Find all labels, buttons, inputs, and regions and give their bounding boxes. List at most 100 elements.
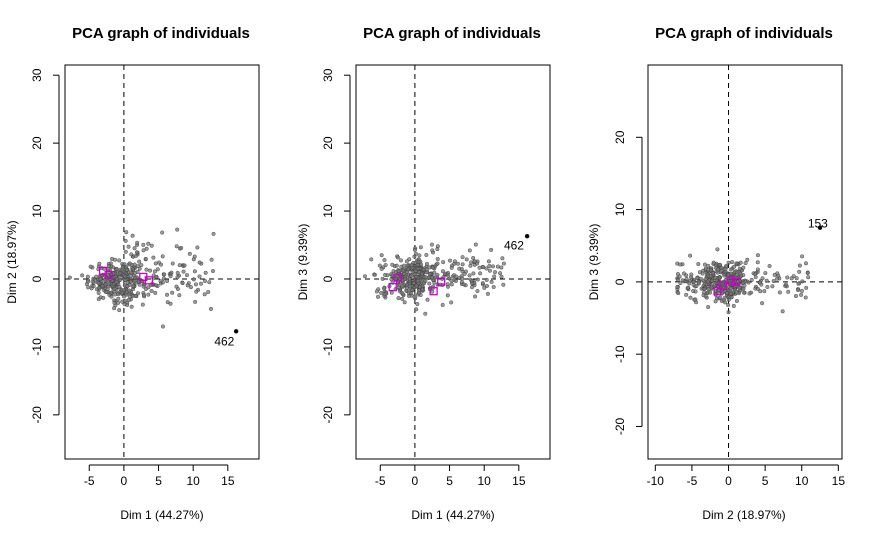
data-point [412, 254, 417, 259]
data-point [135, 240, 140, 245]
data-point [133, 253, 138, 259]
data-point [681, 271, 686, 276]
y-tick-label: 10 [613, 203, 627, 217]
data-point [459, 279, 464, 284]
data-point [375, 294, 381, 299]
data-point [153, 290, 158, 295]
data-point [799, 288, 805, 293]
data-point [747, 291, 752, 296]
data-point [463, 269, 468, 274]
labeled-point [233, 329, 239, 334]
data-point [193, 282, 199, 287]
x-tick-label: 5 [762, 474, 769, 488]
data-point [127, 261, 132, 266]
scatter-marks: 153 [648, 65, 842, 459]
data-point [725, 291, 730, 296]
data-point [160, 254, 165, 259]
data-point [698, 276, 703, 281]
data-point [796, 288, 801, 293]
data-point [151, 255, 156, 260]
data-point [116, 300, 121, 305]
data-point [793, 293, 799, 299]
data-point [500, 256, 505, 261]
pca-panel-dim1-dim2: PCA graph of individuals 462 -5 0 5 10 15 -20… [5, 25, 260, 522]
data-point [486, 259, 491, 264]
data-point [797, 263, 802, 268]
plot-frame [355, 64, 551, 460]
data-point [464, 257, 469, 262]
data-point [175, 286, 181, 292]
axis-ticks: -10 -5 0 5 10 15 -20 -10 0 10 20 [613, 130, 845, 488]
data-point [134, 250, 140, 255]
point-label: 153 [808, 216, 828, 230]
data-point [97, 261, 102, 266]
labeled-point [524, 233, 530, 239]
data-point [184, 273, 190, 278]
data-point [706, 263, 711, 268]
data-point [697, 270, 702, 275]
data-point [414, 307, 419, 312]
panel-title: PCA graph of individuals [72, 25, 250, 42]
data-point [764, 278, 769, 283]
data-point [492, 270, 498, 275]
data-point [177, 293, 182, 298]
data-point [96, 281, 101, 286]
data-point [148, 268, 153, 273]
data-point [149, 243, 154, 248]
data-point [775, 276, 780, 281]
data-point [423, 278, 428, 284]
data-point [478, 271, 483, 276]
data-point [455, 261, 460, 266]
x-tick-label: 0 [412, 474, 419, 488]
x-tick-label: 0 [725, 474, 732, 488]
data-point [413, 268, 418, 273]
data-point [791, 274, 796, 279]
data-point [208, 306, 214, 311]
x-tick-label: 10 [795, 474, 809, 488]
x-axis-label: Dim 1 (44.27%) [120, 508, 203, 522]
y-axis-label: Dim 3 (9.39%) [587, 224, 601, 301]
data-point [132, 262, 137, 267]
data-point [198, 281, 204, 286]
data-point [211, 231, 216, 236]
x-tick-label: -5 [375, 474, 386, 488]
data-point [480, 264, 486, 270]
data-point [209, 257, 214, 262]
data-point [686, 285, 691, 290]
data-point [117, 258, 122, 263]
data-point [446, 273, 451, 278]
data-point [680, 278, 685, 283]
data-point [753, 271, 758, 276]
data-point [406, 293, 412, 298]
data-point [729, 295, 734, 300]
data-point [141, 248, 146, 253]
data-point [749, 277, 754, 282]
data-point [412, 294, 417, 299]
data-point [374, 289, 379, 294]
point-label: 462 [214, 334, 234, 348]
data-point [738, 273, 744, 278]
data-point [459, 267, 464, 272]
data-point [129, 252, 134, 257]
data-point [424, 252, 429, 258]
data-point [441, 260, 446, 265]
data-point [206, 289, 211, 295]
y-tick-label: 30 [30, 68, 44, 82]
data-point [154, 283, 159, 288]
x-tick-label: -10 [647, 474, 665, 488]
data-point [404, 259, 409, 264]
y-tick-label: 0 [321, 275, 335, 282]
data-point [152, 269, 157, 274]
data-point [164, 292, 170, 297]
data-point [144, 246, 149, 251]
data-point [427, 272, 433, 277]
data-point [489, 247, 494, 252]
data-point [743, 279, 748, 284]
y-tick-label: 20 [321, 136, 335, 150]
y-tick-label: -20 [30, 406, 44, 424]
data-point [396, 268, 401, 274]
x-tick-label: 15 [221, 474, 235, 488]
data-point [362, 274, 368, 279]
data-point [369, 257, 374, 262]
data-point [123, 274, 128, 279]
